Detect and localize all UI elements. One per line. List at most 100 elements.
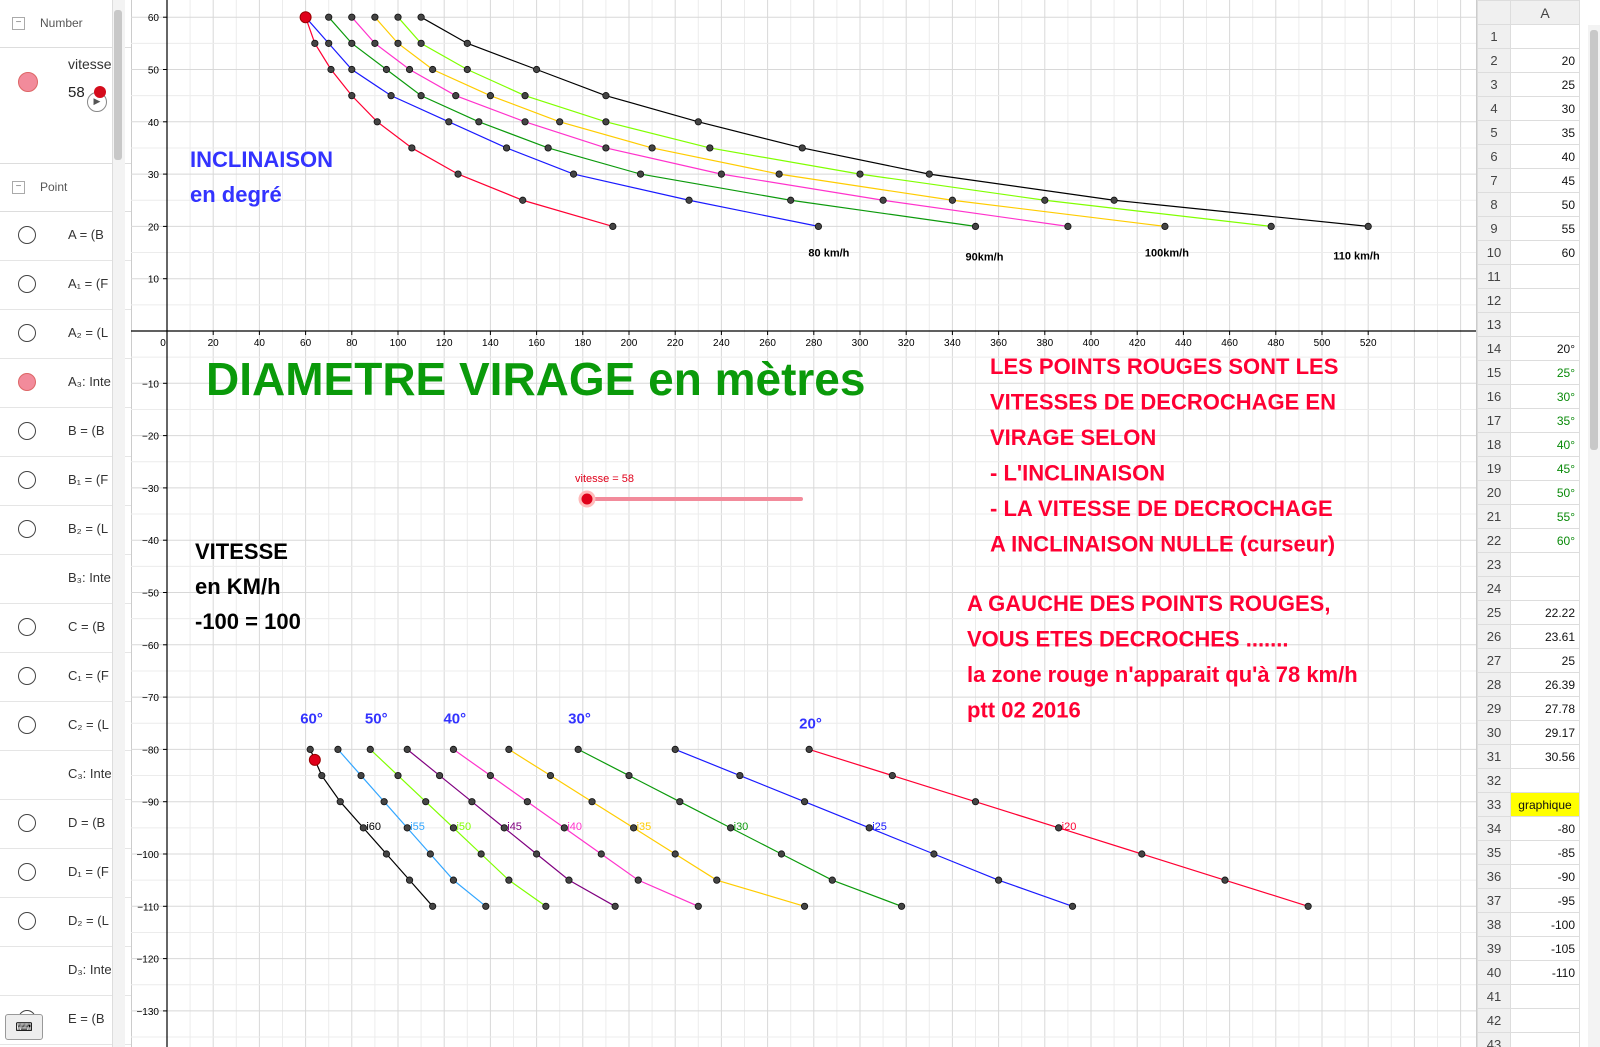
row-header[interactable]: 13: [1477, 312, 1511, 337]
inclination-line-point[interactable]: [736, 771, 744, 780]
cell-a26[interactable]: 23.61: [1510, 624, 1580, 649]
cell-a38[interactable]: -100: [1510, 912, 1580, 937]
speed-curve-point[interactable]: [1110, 196, 1118, 204]
speed-curve-point[interactable]: [879, 196, 887, 204]
cell-a9[interactable]: 55: [1510, 216, 1580, 241]
cell-a41[interactable]: [1510, 984, 1580, 1009]
speed-curve-point[interactable]: [544, 144, 552, 152]
cell-a32[interactable]: [1510, 768, 1580, 793]
cell-a12[interactable]: [1510, 288, 1580, 313]
speed-curve-point[interactable]: [463, 39, 471, 47]
speed-curve-point[interactable]: [971, 222, 980, 230]
algebra-item-c[interactable]: C = (B: [0, 604, 131, 653]
cell-a15[interactable]: 25°: [1510, 360, 1580, 385]
speed-curve-point[interactable]: [486, 92, 494, 100]
speed-curve-point[interactable]: [408, 144, 416, 152]
row-header[interactable]: 14: [1477, 336, 1511, 361]
stall-point[interactable]: [299, 11, 312, 24]
inclination-line-point[interactable]: [449, 745, 458, 754]
row-header[interactable]: 26: [1477, 624, 1511, 649]
inclination-line-point[interactable]: [359, 824, 367, 832]
visibility-toggle-icon[interactable]: [18, 422, 36, 440]
inclination-line-point[interactable]: [777, 850, 786, 858]
algebra-item-d3[interactable]: D₃: Inte: [0, 947, 131, 996]
visibility-toggle-icon[interactable]: [18, 863, 36, 881]
inclination-line-point[interactable]: [486, 771, 494, 780]
algebra-item-a3[interactable]: A₃: Inte: [0, 359, 131, 408]
inclination-line-point[interactable]: [380, 798, 388, 806]
row-header[interactable]: 22: [1477, 528, 1511, 553]
speed-curve-point[interactable]: [521, 92, 529, 100]
inclination-line-point[interactable]: [1304, 902, 1312, 910]
inclination-line-point[interactable]: [588, 798, 596, 806]
speed-curve-point[interactable]: [602, 118, 610, 126]
inclination-line-point[interactable]: [366, 745, 374, 754]
speed-curve-point[interactable]: [648, 144, 656, 152]
stall-point[interactable]: [308, 753, 321, 766]
speed-curve-point[interactable]: [602, 144, 610, 152]
inclination-line-point[interactable]: [971, 798, 980, 806]
inclination-line-point[interactable]: [634, 876, 642, 884]
row-header[interactable]: 30: [1477, 720, 1511, 745]
cell-a39[interactable]: -105: [1510, 936, 1580, 961]
algebra-item-d2[interactable]: D₂ = (L: [0, 898, 131, 947]
speed-curve-point[interactable]: [775, 170, 783, 178]
speed-curve-point[interactable]: [348, 92, 356, 100]
visibility-toggle-icon[interactable]: [18, 716, 36, 734]
visibility-toggle-icon[interactable]: [18, 618, 36, 636]
inclination-line-point[interactable]: [403, 745, 411, 754]
cell-a23[interactable]: [1510, 552, 1580, 577]
row-header[interactable]: 41: [1477, 984, 1511, 1009]
algebra-item-b3[interactable]: B₃: Inte: [0, 555, 131, 604]
speed-curve-point[interactable]: [348, 65, 356, 74]
inclination-line-point[interactable]: [357, 771, 365, 780]
row-header[interactable]: 36: [1477, 864, 1511, 889]
inclination-line-point[interactable]: [671, 850, 679, 858]
row-header[interactable]: 4: [1477, 96, 1511, 121]
row-header[interactable]: 1: [1477, 24, 1511, 49]
inclination-line-point[interactable]: [500, 824, 508, 832]
inclination-line-point[interactable]: [828, 876, 836, 884]
row-header[interactable]: 3: [1477, 72, 1511, 97]
visibility-toggle-icon[interactable]: [18, 667, 36, 685]
cell-a16[interactable]: 30°: [1510, 384, 1580, 409]
inclination-line-point[interactable]: [1055, 824, 1063, 832]
inclination-line-point[interactable]: [468, 798, 476, 806]
cell-a5[interactable]: 35: [1510, 120, 1580, 145]
cell-a35[interactable]: -85: [1510, 840, 1580, 865]
visibility-toggle-icon[interactable]: [18, 72, 38, 92]
speed-curve-point[interactable]: [556, 118, 564, 126]
inclination-line-point[interactable]: [805, 745, 813, 754]
algebra-item-a[interactable]: A = (B: [0, 212, 131, 261]
cell-a25[interactable]: 22.22: [1510, 600, 1580, 625]
row-header[interactable]: 31: [1477, 744, 1511, 769]
speed-curve-point[interactable]: [798, 144, 806, 152]
inclination-line-point[interactable]: [574, 745, 582, 754]
inclination-line-point[interactable]: [625, 771, 633, 780]
speed-curve-point[interactable]: [717, 170, 726, 178]
cell-a37[interactable]: -95: [1510, 888, 1580, 913]
row-header[interactable]: 38: [1477, 912, 1511, 937]
cell-a11[interactable]: [1510, 264, 1580, 289]
row-header[interactable]: 19: [1477, 456, 1511, 481]
inclination-line-point[interactable]: [1138, 850, 1146, 858]
speed-curve-point[interactable]: [694, 118, 702, 126]
row-header[interactable]: 43: [1477, 1032, 1511, 1047]
inclination-line-point[interactable]: [426, 850, 434, 858]
inclination-line-point[interactable]: [565, 876, 573, 884]
speed-curve-point[interactable]: [417, 92, 425, 100]
cell-a28[interactable]: 26.39: [1510, 672, 1580, 697]
inclination-line-point[interactable]: [449, 824, 458, 832]
visibility-toggle-icon[interactable]: [18, 275, 36, 293]
cell-a34[interactable]: -80: [1510, 816, 1580, 841]
speed-curve-point[interactable]: [394, 13, 402, 21]
cell-a13[interactable]: [1510, 312, 1580, 337]
inclination-line-point[interactable]: [1221, 876, 1229, 884]
row-header[interactable]: 42: [1477, 1008, 1511, 1033]
slider-knob[interactable]: [94, 86, 106, 98]
cell-a30[interactable]: 29.17: [1510, 720, 1580, 745]
speed-curve-point[interactable]: [382, 65, 391, 74]
cell-a20[interactable]: 50°: [1510, 480, 1580, 505]
visibility-toggle-icon[interactable]: [18, 324, 36, 342]
inclination-line-point[interactable]: [477, 850, 485, 858]
